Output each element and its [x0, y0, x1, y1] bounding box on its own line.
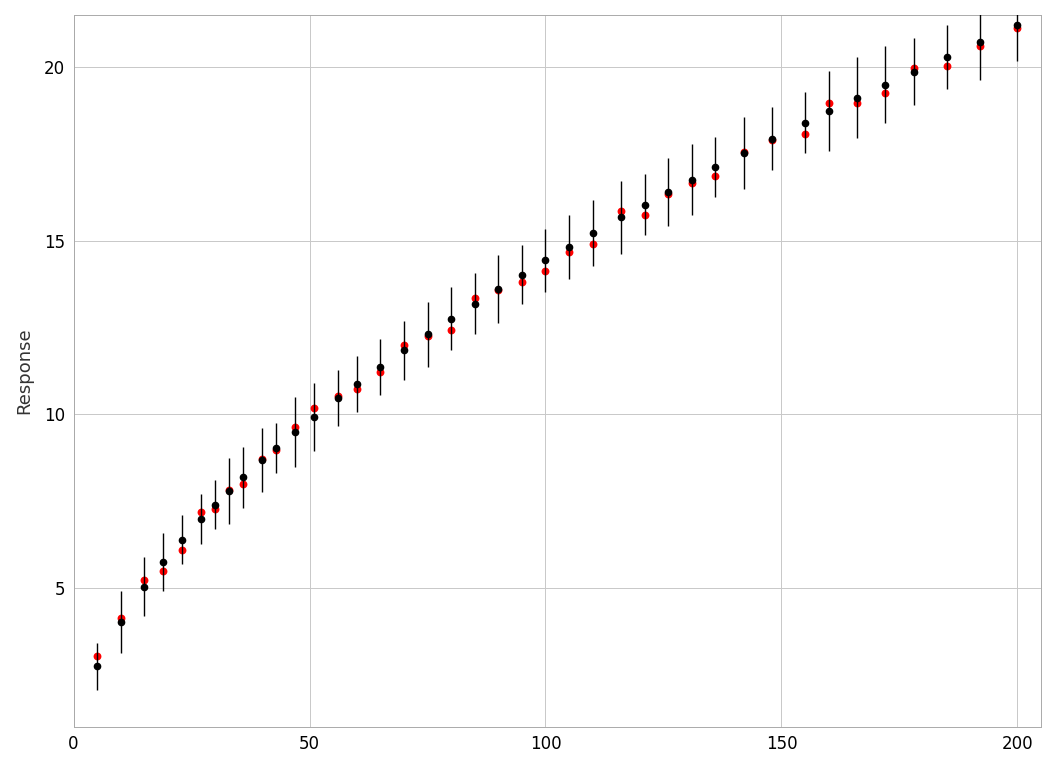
Point — [660, 187, 677, 200]
Point — [287, 421, 304, 433]
Point — [329, 390, 346, 402]
Point — [348, 383, 365, 396]
Point — [612, 205, 629, 217]
Point — [972, 39, 988, 51]
Point — [253, 453, 270, 465]
Point — [221, 484, 238, 496]
Point — [763, 134, 780, 146]
Point — [112, 612, 129, 624]
Point — [155, 564, 172, 577]
Point — [905, 62, 922, 74]
Point — [821, 98, 837, 110]
Point — [419, 330, 436, 343]
Point — [395, 339, 412, 352]
Point — [538, 265, 554, 277]
Point — [207, 503, 224, 515]
Point — [876, 87, 893, 99]
Point — [735, 146, 752, 158]
Point — [490, 284, 507, 296]
Point — [561, 246, 578, 258]
Point — [1008, 22, 1025, 35]
Point — [372, 366, 389, 379]
Point — [938, 60, 955, 72]
Point — [442, 323, 459, 336]
Point — [849, 98, 866, 110]
Point — [636, 209, 653, 221]
Point — [89, 650, 106, 662]
Point — [796, 127, 813, 140]
Point — [235, 478, 252, 490]
Point — [306, 402, 323, 415]
Point — [513, 276, 530, 289]
Y-axis label: Response: Response — [15, 327, 33, 414]
Point — [706, 170, 723, 182]
Point — [467, 292, 484, 304]
Point — [136, 574, 153, 587]
Point — [192, 506, 209, 518]
Point — [268, 444, 285, 456]
Point — [584, 237, 601, 250]
Point — [683, 177, 700, 189]
Point — [173, 544, 190, 556]
